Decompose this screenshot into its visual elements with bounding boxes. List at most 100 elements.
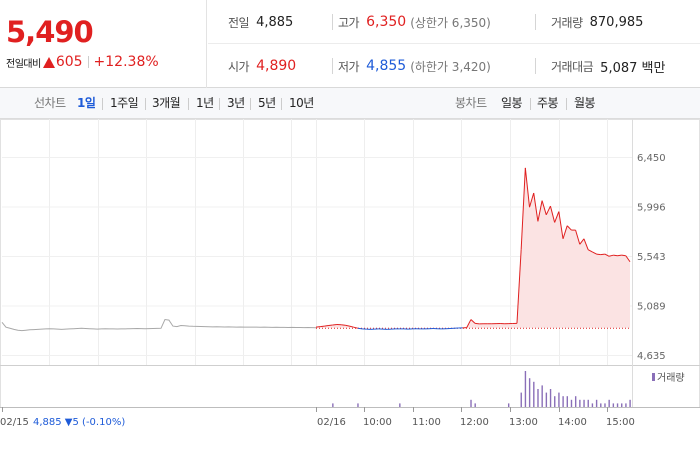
amount-value: 5,087 백만 [600, 60, 666, 76]
volume-legend-label: 거래량 [657, 372, 685, 384]
x-tick-label: 12:00 [460, 417, 489, 428]
quote-summary: 5,490 전일대비 605 +12.38% 전일 4,885 고가 6,350… [0, 0, 700, 88]
period-3y-tab[interactable]: 3년 [227, 96, 245, 110]
divider [87, 56, 89, 68]
volume-bar [583, 399, 585, 407]
low-cell: 저가 4,855 (하한가 3,420) [338, 44, 491, 88]
period-5y-tab[interactable]: 5년 [258, 96, 276, 110]
volume-bar [612, 403, 615, 407]
today-line-segment [345, 324, 350, 327]
divider [145, 98, 146, 110]
y-tick-label: 5,089 [637, 302, 666, 313]
y-tick-label: 6,450 [637, 153, 666, 164]
today-line-segment [353, 326, 358, 329]
change-percent: +12.38% [93, 54, 159, 70]
high-value: 6,350 [366, 14, 407, 30]
open-cell: 시가 4,890 [228, 44, 296, 88]
volume-bar [545, 392, 548, 407]
divider [102, 98, 103, 110]
volume-bar [528, 378, 531, 407]
volume-label: 거래량 [551, 15, 583, 30]
volume-bar [587, 399, 589, 407]
y-tick-label: 5,543 [637, 252, 666, 263]
today-line-segment [604, 253, 610, 257]
today-line-segment [466, 319, 472, 328]
x-tick-label: 10:00 [363, 417, 392, 428]
amount-cell: 거래대금 5,087 백만 [551, 44, 665, 88]
volume-bar [579, 399, 581, 407]
stats-table: 전일 4,885 고가 6,350 (상한가 6,350) 거래량 870,98… [208, 0, 700, 88]
today-line-segment [520, 167, 526, 250]
divider [535, 14, 536, 30]
today-line-segment [537, 200, 543, 222]
today-line-segment [529, 192, 535, 208]
price-chart-svg: 6,450 5,996 5,543 5,089 4,635 거래량 02/15 02/16 10… [0, 119, 700, 428]
open-label: 시가 [228, 59, 250, 74]
price-chart[interactable]: 6,450 5,996 5,543 5,089 4,635 거래량 02/15 02/16 10… [0, 119, 700, 450]
volume-cell: 거래량 870,985 [551, 0, 643, 44]
period-1w-tab[interactable]: 1주일 [110, 96, 139, 110]
period-10y-tab[interactable]: 10년 [289, 96, 314, 110]
today-line-segment [328, 324, 333, 327]
volume-bar [474, 403, 476, 407]
volume-bar [562, 396, 564, 407]
today-area-fill [316, 167, 630, 328]
x-tick-label: 02/15 [0, 417, 29, 428]
volume-bar [558, 392, 560, 407]
prev-close-cell: 전일 4,885 [228, 0, 293, 44]
period-1d-tab[interactable]: 1일 [77, 96, 96, 110]
today-line-segment [579, 238, 585, 245]
period-3m-tab[interactable]: 3개월 [152, 96, 181, 110]
candle-monthly-tab[interactable]: 월봉 [574, 96, 596, 110]
today-line-segment [320, 325, 325, 328]
today-line-segment [587, 249, 593, 253]
amount-label: 거래대금 [551, 59, 594, 74]
volume-bar [357, 403, 359, 407]
today-line-segment [475, 322, 480, 325]
volume-bar [524, 371, 527, 407]
lower-limit: (하한가 3,420) [410, 59, 491, 74]
today-line-segment [558, 211, 564, 239]
y-tick-label: 4,635 [637, 351, 666, 362]
volume-bar [616, 403, 619, 407]
prev-close-label: 전일 [228, 15, 250, 30]
candle-daily-tab[interactable]: 일봉 [501, 96, 523, 110]
today-line-segment [349, 325, 354, 328]
today-line-segment [596, 253, 601, 256]
volume-bar [566, 396, 568, 407]
change-value: 605 [55, 54, 83, 70]
today-line-segment [575, 229, 581, 245]
price-box: 5,490 전일대비 605 +12.38% [0, 0, 207, 88]
y-tick-label: 5,996 [637, 203, 666, 214]
today-line-segment [554, 211, 560, 223]
today-line-segment [533, 192, 539, 222]
change-row: 전일대비 605 +12.38% [6, 53, 159, 71]
previous-day-footer: 4,885 ▼5 (-0.10%) [33, 417, 125, 428]
volume-bar [591, 403, 594, 407]
volume-bar [608, 399, 610, 407]
today-line-segment [617, 254, 622, 257]
x-tick-label: 15:00 [606, 417, 635, 428]
today-line-segment [324, 325, 329, 327]
volume-bar [621, 403, 623, 407]
today-line-segment [549, 205, 556, 223]
period-1y-tab[interactable]: 1년 [196, 96, 214, 110]
candle-chart-label: 봉차트 [455, 96, 487, 110]
candle-weekly-tab[interactable]: 주봉 [537, 96, 559, 110]
today-line-segment [566, 225, 572, 231]
volume-bar [507, 403, 510, 407]
today-line-segment [583, 238, 589, 250]
today-line-segment [545, 205, 551, 216]
volume-bar [554, 396, 556, 407]
divider [530, 98, 531, 110]
volume-bar [470, 399, 472, 407]
today-line-segment [621, 254, 626, 257]
volume-bar [574, 396, 577, 407]
volume-bar [520, 392, 522, 407]
volume-bar [537, 389, 539, 407]
today-line-segment [592, 251, 597, 255]
today-line-segment [516, 249, 522, 324]
today-line-segment [613, 254, 618, 257]
volume-bar [570, 399, 573, 407]
today-line-segment [470, 319, 476, 324]
